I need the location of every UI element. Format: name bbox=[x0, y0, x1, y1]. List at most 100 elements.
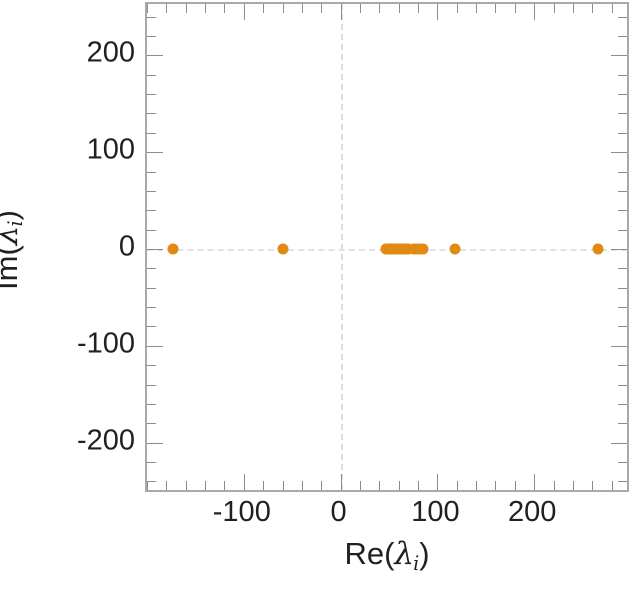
y-axis-tick-minor bbox=[147, 74, 156, 76]
y-tick-label: 200 bbox=[86, 36, 135, 69]
y-axis-tick-minor bbox=[618, 74, 627, 76]
x-tick-label: 100 bbox=[411, 496, 460, 528]
y-axis-tick-minor bbox=[147, 307, 156, 309]
x-axis-tick-minor bbox=[379, 4, 381, 13]
y-axis-tick-minor bbox=[618, 132, 627, 134]
y-axis-tick-minor bbox=[618, 35, 627, 37]
y-axis-tick-minor bbox=[618, 481, 627, 483]
y-axis-tick-minor bbox=[147, 403, 156, 405]
x-axis-tick-minor bbox=[456, 4, 458, 13]
x-axis-tick-minor bbox=[263, 4, 265, 13]
y-axis-tick-minor bbox=[618, 268, 627, 270]
y-tick-label: -100 bbox=[76, 327, 135, 360]
x-axis-tick-major bbox=[340, 4, 342, 20]
y-axis-tick-minor bbox=[618, 403, 627, 405]
x-axis-tick-minor bbox=[592, 481, 594, 490]
y-axis-tick-minor bbox=[147, 16, 156, 18]
y-tick-label: 0 bbox=[118, 230, 135, 263]
x-axis-tick-minor bbox=[166, 481, 168, 490]
x-tick-label: 200 bbox=[507, 496, 557, 528]
y-axis-tick-major bbox=[611, 152, 627, 154]
y-axis-tick-minor bbox=[618, 113, 627, 115]
x-axis-tick-minor bbox=[611, 4, 613, 13]
x-axis-tick-major bbox=[243, 474, 245, 490]
x-axis-tick-minor bbox=[553, 4, 555, 13]
x-axis-tick-minor bbox=[282, 481, 284, 490]
data-point bbox=[277, 243, 289, 255]
y-axis-tick-major bbox=[147, 55, 163, 57]
x-axis-tick-major bbox=[243, 4, 245, 20]
y-axis-tick-minor bbox=[618, 210, 627, 212]
x-tick-label: 0 bbox=[330, 496, 347, 528]
plot-area bbox=[145, 2, 629, 492]
y-axis-tick-minor bbox=[147, 384, 156, 386]
y-axis-tick-minor bbox=[618, 462, 627, 464]
y-axis-tick-minor bbox=[147, 268, 156, 270]
x-axis-tick-minor bbox=[495, 4, 497, 13]
data-point bbox=[592, 243, 604, 255]
y-axis-tick-minor bbox=[618, 423, 627, 425]
y-axis-tick-minor bbox=[147, 35, 156, 37]
y-tick-label: -200 bbox=[76, 424, 135, 457]
y-axis-tick-minor bbox=[618, 287, 627, 289]
y-axis-tick-minor bbox=[618, 190, 627, 192]
data-point bbox=[449, 243, 461, 255]
y-axis-tick-major bbox=[611, 442, 627, 444]
y-axis-tick-minor bbox=[147, 132, 156, 134]
y-axis-tick-major bbox=[147, 152, 163, 154]
x-axis-tick-minor bbox=[282, 4, 284, 13]
x-axis-tick-minor bbox=[514, 4, 516, 13]
x-axis-tick-minor bbox=[379, 481, 381, 490]
x-axis-tick-minor bbox=[224, 481, 226, 490]
y-axis-tick-minor bbox=[618, 171, 627, 173]
x-axis-label-subscript: i bbox=[413, 551, 420, 575]
x-axis-tick-minor bbox=[147, 481, 148, 490]
y-axis-label-variable: λ bbox=[0, 226, 25, 246]
x-axis-tick-minor bbox=[476, 481, 478, 490]
y-tick-label: 100 bbox=[86, 133, 135, 166]
x-axis-tick-minor bbox=[185, 4, 187, 13]
y-axis-tick-major bbox=[147, 345, 163, 347]
x-axis-tick-minor bbox=[205, 4, 207, 13]
y-axis-tick-minor bbox=[147, 481, 156, 483]
x-axis-tick-minor bbox=[205, 481, 207, 490]
x-axis-tick-major bbox=[437, 474, 439, 490]
x-axis-tick-minor bbox=[572, 4, 574, 13]
y-axis-tick-minor bbox=[618, 365, 627, 367]
x-axis-tick-minor bbox=[166, 4, 168, 13]
y-axis-tick-minor bbox=[618, 16, 627, 18]
x-axis-tick-minor bbox=[301, 4, 303, 13]
x-axis-tick-minor bbox=[321, 4, 323, 13]
x-axis-tick-minor bbox=[147, 4, 148, 13]
x-axis-label: Re(λi) bbox=[145, 538, 629, 573]
x-axis-label-variable: λ bbox=[394, 536, 415, 572]
y-axis-tick-minor bbox=[147, 287, 156, 289]
y-axis-tick-minor bbox=[618, 229, 627, 231]
y-axis-tick-minor bbox=[147, 210, 156, 212]
y-axis-tick-minor bbox=[147, 423, 156, 425]
y-axis-tick-minor bbox=[618, 307, 627, 309]
y-axis-tick-major bbox=[611, 345, 627, 347]
x-axis-label-prefix: Re( bbox=[344, 536, 395, 571]
y-axis-tick-minor bbox=[147, 94, 156, 96]
x-axis-tick-minor bbox=[359, 4, 361, 13]
y-axis-tick-major bbox=[611, 249, 627, 250]
y-axis-tick-major bbox=[147, 249, 163, 250]
y-axis-label: Im(λi) bbox=[0, 0, 44, 500]
y-axis-tick-minor bbox=[147, 113, 156, 115]
y-axis-tick-minor bbox=[618, 94, 627, 96]
y-axis-tick-minor bbox=[147, 462, 156, 464]
y-axis-tick-major bbox=[147, 442, 163, 444]
x-axis-tick-minor bbox=[224, 4, 226, 13]
y-axis-tick-minor bbox=[147, 326, 156, 328]
y-axis-tick-minor bbox=[147, 171, 156, 173]
x-axis-tick-minor bbox=[263, 481, 265, 490]
y-axis-tick-minor bbox=[618, 326, 627, 328]
x-axis-tick-minor bbox=[456, 481, 458, 490]
x-axis-tick-minor bbox=[398, 4, 400, 13]
x-axis-tick-minor bbox=[476, 4, 478, 13]
y-axis-label-prefix: Im( bbox=[0, 245, 24, 290]
y-axis-label-suffix: ) bbox=[0, 210, 24, 220]
data-point bbox=[167, 243, 179, 255]
y-axis-tick-minor bbox=[147, 229, 156, 231]
